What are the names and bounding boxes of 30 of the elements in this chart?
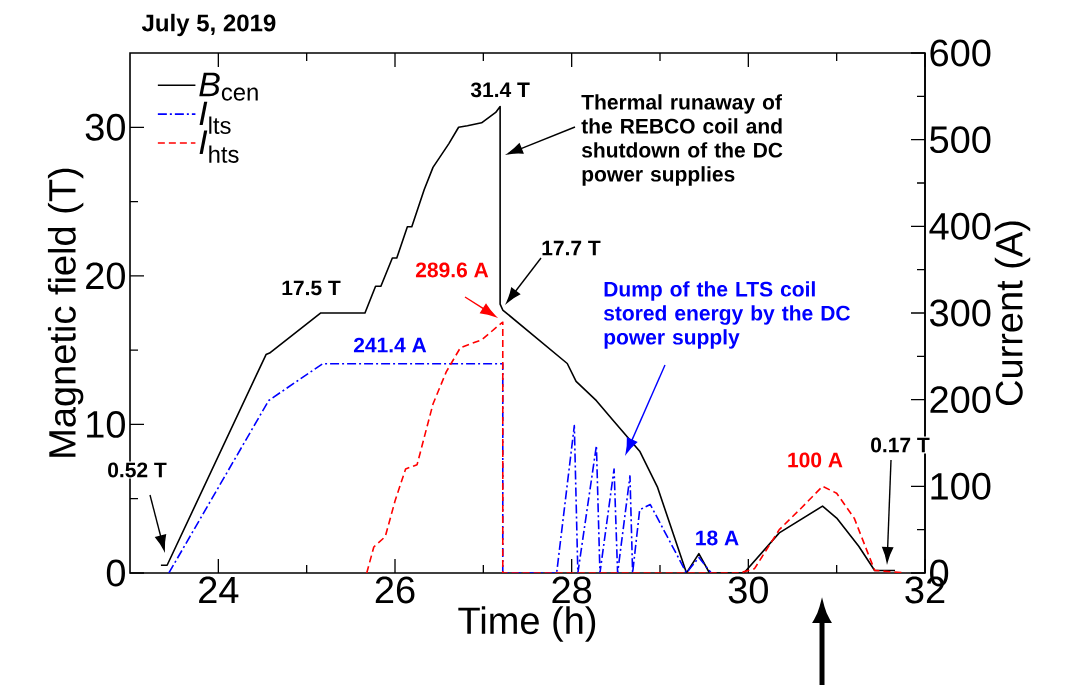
- legend-label: B$_{cen}$: [199, 72, 258, 101]
- x-tick-label: 28: [552, 576, 592, 604]
- y-tick-label: 10: [87, 410, 125, 438]
- annotation: 241.4 A: [353, 337, 427, 353]
- x-tick-label: 24: [199, 576, 239, 604]
- y-axis-title: Magnetic field (T): [47, 168, 84, 457]
- annotation: 0.52 T: [108, 462, 167, 478]
- annotation: Thermal runaway of the REBCO coil and shutdown of the DC power supplies: [581, 94, 783, 186]
- y2-tick-label: 400: [929, 212, 991, 240]
- y2-axis-title: Current (A): [994, 221, 1031, 406]
- y2-tick-label: 500: [930, 126, 991, 154]
- y2-tick-label: 600: [930, 39, 991, 67]
- y2-tick-label: 300: [929, 299, 991, 327]
- annotation: 17.7 T: [542, 240, 601, 256]
- annotation: 100 A: [788, 452, 843, 468]
- chart-title: July 5, 2019: [141, 13, 276, 37]
- y2-tick-label: 100: [931, 472, 991, 500]
- y2-tick-label: 200: [930, 386, 991, 414]
- x-tick-label: 26: [375, 576, 415, 604]
- x-axis-title: Time (h): [458, 606, 596, 642]
- annotation: 17.5 T: [282, 280, 341, 296]
- annotation: Dump of the LTS coil stored energy by the DC power supply: [603, 281, 850, 349]
- x-tick-label: 30: [728, 576, 768, 604]
- annotation: 18 A: [696, 530, 739, 546]
- y-tick-label: 20: [86, 262, 125, 290]
- y-tick-label: 30: [85, 113, 125, 141]
- annotation: 0.17 T: [871, 437, 930, 453]
- annotation: 31.4 T: [470, 82, 530, 98]
- y-tick-label: 0: [106, 559, 125, 587]
- annotation: 289.6 A: [415, 262, 489, 278]
